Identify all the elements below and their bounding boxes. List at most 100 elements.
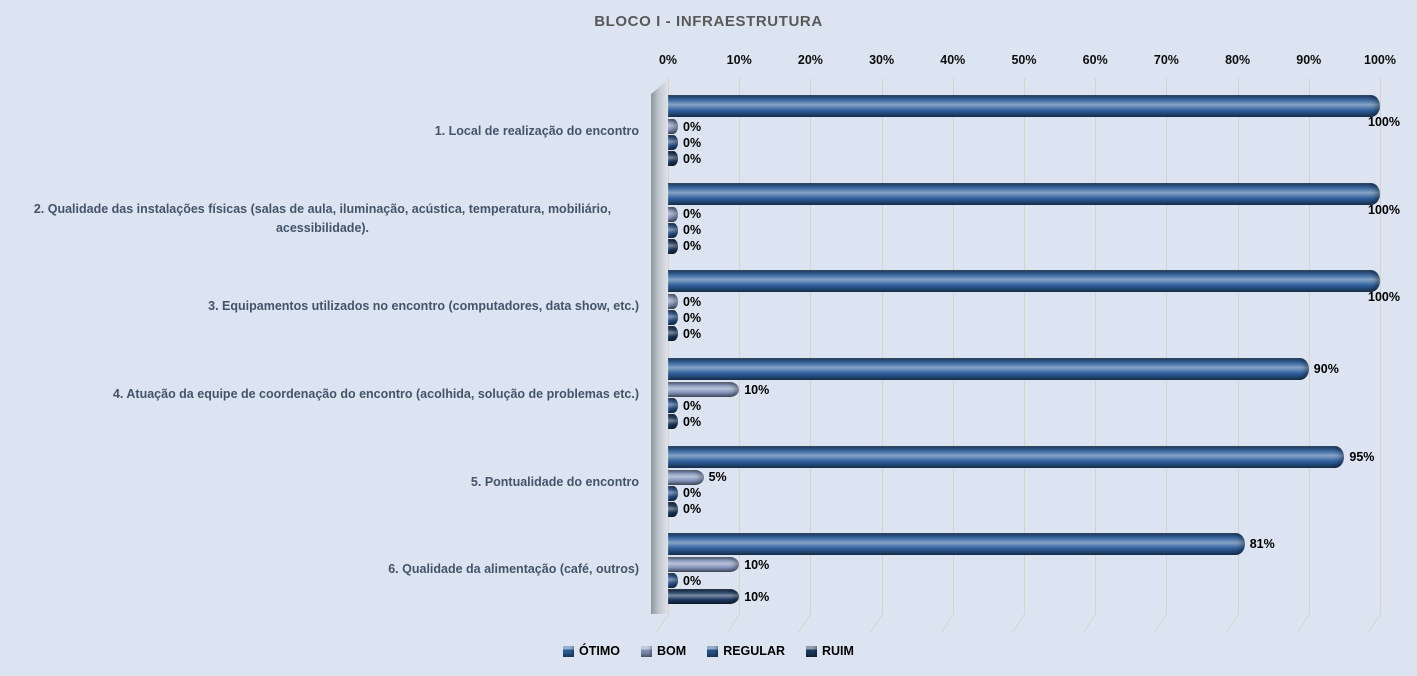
bar-value-label: 0% <box>683 326 702 341</box>
gridline-floor-feet <box>655 614 1381 633</box>
bar-timo <box>668 270 1380 293</box>
gridline <box>668 78 669 614</box>
bar-value-label: 81% <box>1249 537 1275 552</box>
legend-label: ÓTIMO <box>579 644 621 658</box>
legend-label: BOM <box>657 644 687 658</box>
bar-value-label: 10% <box>744 382 770 397</box>
bar-regular <box>668 398 678 413</box>
gridline <box>739 78 741 614</box>
plot-area: 100% 0% 0% 0% 100% 0% 0% 0% 100% 0% 0% 0% 90% 10% 0% 0%… <box>668 88 1400 614</box>
bar-bom <box>668 294 678 310</box>
gridline <box>1166 78 1168 614</box>
bar-bom <box>668 382 740 397</box>
category-label: 1. Local de realização do encontro <box>434 124 639 139</box>
bar-bom <box>668 206 678 222</box>
bar-value-label: 0% <box>683 294 702 309</box>
legend-item-bom: BOM <box>641 644 686 658</box>
bar-timo <box>668 533 1245 556</box>
bar-regular <box>668 485 678 501</box>
x-axis-tick: 0% <box>658 53 678 67</box>
gridline-foot <box>1225 614 1239 633</box>
bar-bom <box>668 557 740 573</box>
legend-marker-icon <box>806 645 817 657</box>
category-axis: 1. Local de realização do encontro 2. Qua… <box>6 88 652 614</box>
gridline <box>1024 78 1025 614</box>
legend-marker-icon <box>707 645 719 657</box>
bar-timo <box>668 445 1345 468</box>
bar-ruim <box>668 326 678 342</box>
x-axis-tick: 30% <box>869 53 895 67</box>
x-axis-tick: 10% <box>726 53 752 67</box>
category-label: 5. Pontualidade do encontro <box>470 474 639 489</box>
bar-timo <box>668 182 1380 205</box>
gridline <box>1237 78 1239 614</box>
category-label: 2. Qualidade das instalações físicas (sa… <box>33 202 612 236</box>
bar-ruim <box>668 238 678 254</box>
gridline-foot <box>1082 614 1097 633</box>
legend-marker-icon <box>563 645 575 657</box>
gridline-foot <box>1367 614 1381 633</box>
gridline-foot <box>798 614 812 633</box>
bar-regular <box>668 573 678 589</box>
gridline-foot <box>869 614 883 633</box>
bar-value-label: 0% <box>683 119 702 134</box>
bar-bom <box>668 119 678 134</box>
bar-value-label: 10% <box>744 557 770 572</box>
bar-value-label: 5% <box>708 470 727 485</box>
gridline <box>952 78 954 614</box>
x-axis-tick: 50% <box>1011 53 1037 67</box>
gridline-foot <box>1154 614 1168 633</box>
gridline-foot <box>655 614 669 633</box>
axis-wall <box>651 80 668 614</box>
gridlines <box>668 78 1381 614</box>
gridline <box>881 78 883 614</box>
gridline-foot <box>1011 614 1025 633</box>
legend: ÓTIMO BOM REGULAR RUIM <box>0 644 1417 658</box>
x-axis-tick: 40% <box>940 53 966 67</box>
legend-item-timo: ÓTIMO <box>563 644 620 658</box>
bar-value-label: 90% <box>1313 362 1339 376</box>
bar-regular <box>668 135 678 150</box>
gridline <box>1380 78 1381 614</box>
gridline <box>1308 78 1310 614</box>
legend-marker-icon <box>641 645 653 657</box>
bar-value-label: 100% <box>1368 202 1400 217</box>
gridline-foot <box>1296 614 1310 633</box>
category-label: 3. Equipamentos utilizados no encontro (… <box>208 299 639 314</box>
bar-timo <box>668 95 1380 117</box>
bar-ruim <box>668 501 678 517</box>
gridline-foot <box>726 614 741 633</box>
x-axis-tick: 70% <box>1153 53 1179 67</box>
bar-timo <box>668 358 1309 380</box>
bar-value-label: 0% <box>683 223 702 238</box>
bar-bom <box>668 469 704 485</box>
bar-ruim <box>668 589 740 605</box>
bar-value-label: 0% <box>683 486 702 501</box>
bar-value-label: 0% <box>683 135 702 150</box>
category-label: 4. Atuação da equipe de coordenação do e… <box>112 387 639 402</box>
gridline <box>810 78 812 614</box>
bar-value-label: 95% <box>1349 449 1375 464</box>
bar-value-label: 0% <box>683 502 702 517</box>
bar-value-label: 0% <box>683 414 702 429</box>
x-axis-tick: 80% <box>1225 53 1251 67</box>
x-axis-tick: 60% <box>1082 53 1108 67</box>
bar-value-label: 0% <box>683 239 702 254</box>
x-axis-tick: 90% <box>1296 53 1322 67</box>
x-axis-tick: 100% <box>1364 53 1396 67</box>
gridline-foot <box>940 614 954 633</box>
chart-title: BLOCO I - INFRAESTRUTURA <box>594 13 823 30</box>
bar-value-label: 10% <box>744 589 770 604</box>
legend-item-ruim: RUIM <box>806 644 854 658</box>
gridline <box>1095 78 1097 614</box>
bar-value-label: 100% <box>1368 290 1400 305</box>
bar-value-label: 0% <box>683 573 702 588</box>
bar-ruim <box>668 151 678 166</box>
legend-label: RUIM <box>822 644 854 658</box>
bar-regular <box>668 310 678 326</box>
bar-value-label: 0% <box>683 310 702 325</box>
legend-item-regular: REGULAR <box>707 644 785 658</box>
x-axis-tick: 20% <box>797 53 823 67</box>
legend-label: REGULAR <box>723 644 785 658</box>
